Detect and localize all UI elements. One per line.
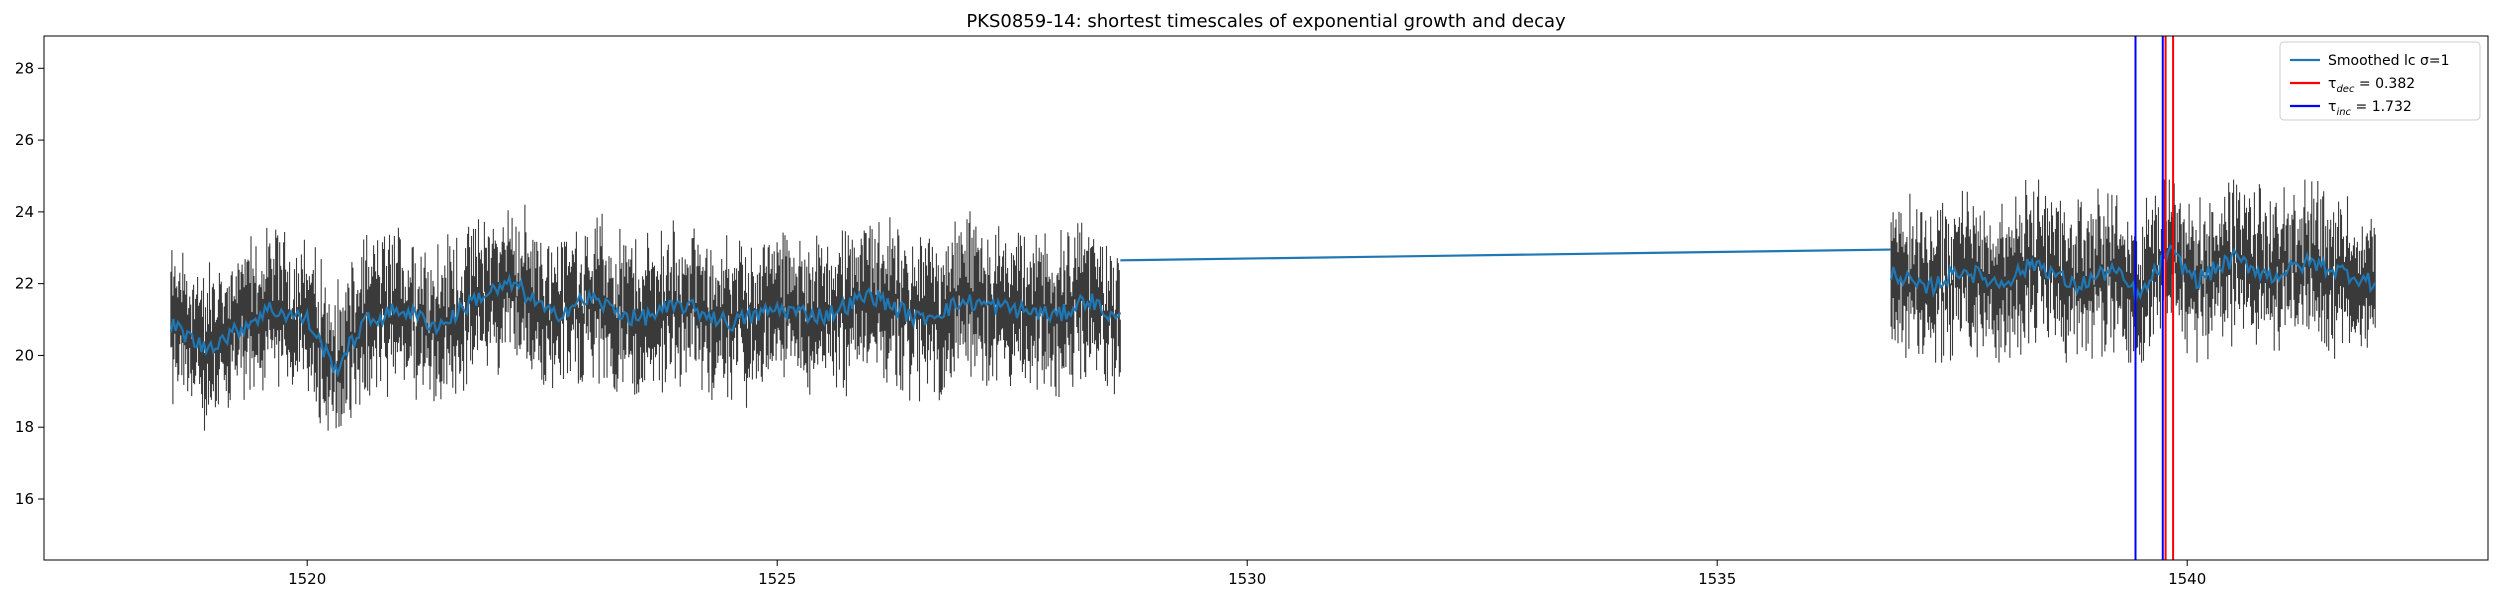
y-tick-label: 26 — [15, 131, 34, 149]
legend-label: Smoothed lc σ=1 — [2328, 53, 2450, 69]
y-tick-label: 18 — [15, 418, 34, 436]
x-axis: 1520 1525 1530 1535 1540 — [288, 560, 2206, 588]
legend-box — [2279, 41, 2481, 121]
smoothed-curve-layer — [169, 244, 2377, 379]
errorbar-segment-1 — [170, 204, 1121, 431]
y-tick-label: 24 — [15, 203, 34, 221]
smoothed-curve-1 — [169, 273, 1122, 379]
y-tick-label: 22 — [15, 275, 34, 293]
smoothed-curve-2 — [1890, 244, 2377, 302]
legend-label: τinc = 1.732 — [2328, 99, 2412, 118]
smoothed-gap-line — [1120, 248, 1892, 262]
chart-title: PKS0859-14: shortest timescales of expon… — [966, 11, 1566, 32]
x-tick-label: 1525 — [758, 570, 796, 588]
x-tick-label: 1540 — [2168, 570, 2206, 588]
y-axis: 16 18 20 22 24 26 28 — [15, 59, 44, 508]
timescale-lines-layer — [2134, 36, 2175, 560]
x-tick-label: 1535 — [1698, 570, 1736, 588]
plot-area-frame — [43, 35, 2489, 561]
x-tick-label: 1530 — [1228, 570, 1266, 588]
legend-label: τdec = 0.382 — [2328, 76, 2415, 95]
errorbar-layer — [170, 179, 2376, 431]
legend: Smoothed lc σ=1 τdec = 0.382 τinc = 1.732 — [2279, 41, 2481, 121]
y-tick-label: 16 — [15, 490, 34, 508]
y-tick-label: 20 — [15, 346, 34, 364]
y-tick-label: 28 — [15, 59, 34, 77]
x-tick-label: 1520 — [288, 570, 326, 588]
